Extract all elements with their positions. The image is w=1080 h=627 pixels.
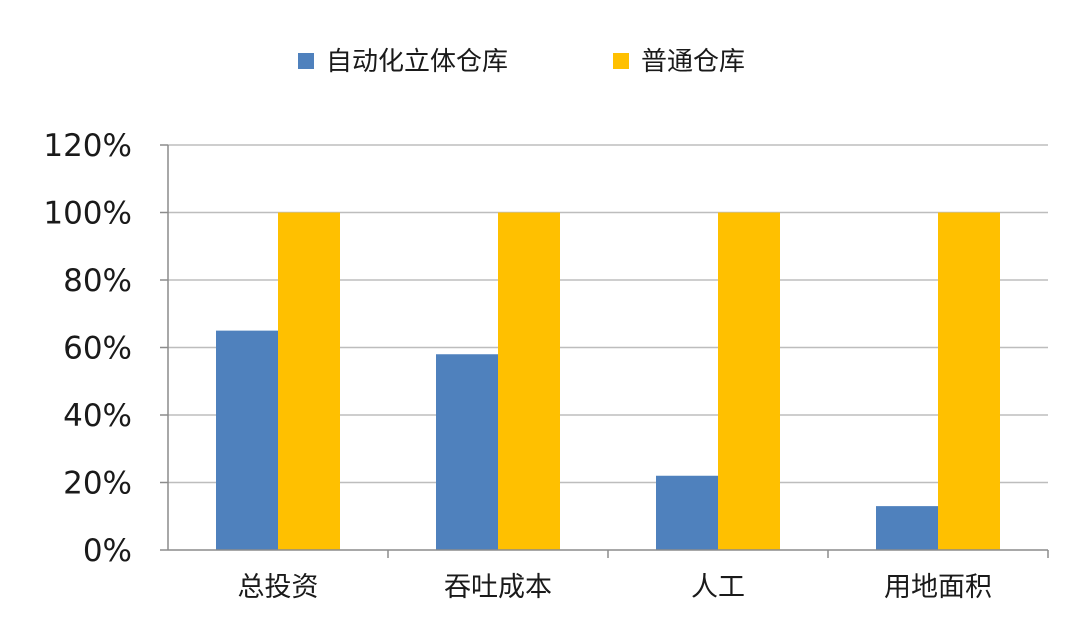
x-tick-label: 人工 xyxy=(691,572,745,603)
y-tick-label: 80% xyxy=(63,263,132,299)
y-tick-label: 100% xyxy=(43,196,132,232)
bar-automated-0 xyxy=(216,330,278,550)
y-tick-label: 20% xyxy=(63,466,132,502)
y-tick-label: 60% xyxy=(63,331,132,367)
bar-automated-1 xyxy=(436,354,498,550)
legend-swatch xyxy=(298,53,314,69)
legend-swatch xyxy=(613,53,629,69)
x-tick-label: 总投资 xyxy=(238,572,319,603)
bars xyxy=(216,212,1000,550)
bar-standard-1 xyxy=(498,212,560,550)
legend: 自动化立体仓库 普通仓库 xyxy=(298,47,745,77)
bar-standard-0 xyxy=(278,212,340,550)
x-axis: 总投资 吞吐成本 人工 用地面积 xyxy=(168,549,1049,603)
bar-standard-3 xyxy=(938,212,1000,550)
y-tick-label: 0% xyxy=(83,533,132,569)
x-tick-label: 用地面积 xyxy=(884,572,992,603)
x-tick-label: 吞吐成本 xyxy=(444,572,552,603)
bar-automated-2 xyxy=(656,475,718,550)
legend-label: 普通仓库 xyxy=(641,47,745,77)
bar-automated-3 xyxy=(876,506,938,550)
y-axis: 0% 20% 40% 60% 80% 100% 120% xyxy=(43,128,169,569)
legend-label: 自动化立体仓库 xyxy=(326,47,508,77)
y-tick-label: 120% xyxy=(43,128,132,164)
y-tick-label: 40% xyxy=(63,398,132,434)
bar-standard-2 xyxy=(718,212,780,550)
